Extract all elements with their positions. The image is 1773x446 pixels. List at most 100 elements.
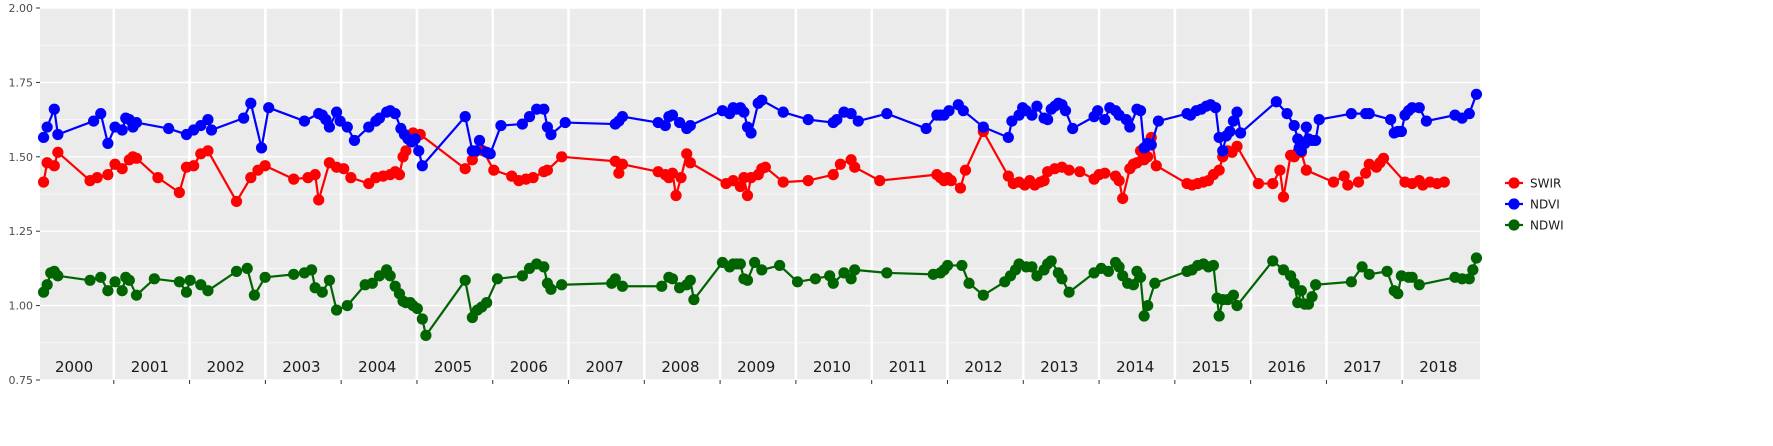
y-tick-label: 0.75 (9, 374, 34, 387)
data-point-ndvi (738, 106, 750, 118)
data-point-ndvi (255, 142, 268, 154)
data-point-ndvi (348, 134, 361, 147)
data-point-ndvi (245, 97, 257, 109)
data-point-ndwi (491, 273, 503, 285)
data-point-ndwi (1306, 291, 1318, 303)
data-point-swir (1277, 191, 1290, 203)
data-point-swir (1213, 164, 1225, 176)
data-point-ndwi (416, 313, 428, 325)
data-point-ndvi (1288, 119, 1300, 132)
data-point-ndwi (323, 274, 336, 286)
data-point-ndwi (95, 271, 107, 283)
data-point-ndvi (659, 119, 671, 132)
data-point-swir (102, 169, 114, 181)
year-label: 2011 (889, 358, 927, 376)
data-point-swir (1300, 164, 1312, 176)
data-point-ndwi (656, 280, 668, 292)
data-point-ndvi (1026, 109, 1038, 121)
data-point-ndvi (102, 137, 114, 150)
data-point-swir (1267, 177, 1279, 190)
data-point-swir (1117, 192, 1129, 205)
data-point-swir (541, 164, 553, 176)
data-point-ndvi (323, 121, 336, 133)
data-point-swir (338, 163, 350, 175)
data-point-ndwi (516, 270, 528, 282)
data-point-ndvi (41, 121, 53, 133)
data-point-ndvi (845, 108, 857, 120)
data-point-ndvi (1413, 102, 1425, 114)
data-point-swir (1074, 166, 1086, 178)
data-point-ndvi (130, 116, 143, 129)
data-point-ndwi (1470, 252, 1483, 264)
data-point-swir (527, 172, 539, 184)
data-point-ndvi (1300, 121, 1312, 133)
data-point-swir (37, 176, 50, 188)
data-point-ndvi (416, 160, 428, 172)
data-point-swir (1360, 167, 1372, 179)
data-point-ndvi (1227, 115, 1240, 127)
data-point-ndwi (941, 259, 954, 272)
data-point-ndwi (1063, 286, 1075, 298)
data-point-ndvi (777, 106, 789, 118)
data-point-swir (1150, 160, 1162, 172)
data-point-ndwi (202, 285, 214, 297)
data-point-swir (173, 186, 185, 199)
year-label: 2018 (1419, 358, 1457, 376)
data-point-ndwi (684, 274, 696, 286)
data-point-swir (741, 189, 754, 202)
data-point-ndwi (977, 289, 989, 301)
data-point-swir (309, 169, 321, 181)
data-point-ndwi (1149, 277, 1161, 289)
data-point-swir (1038, 175, 1050, 187)
data-point-ndwi (1134, 271, 1147, 283)
data-point-ndwi (459, 274, 471, 286)
data-point-ndwi (109, 276, 121, 288)
data-point-ndvi (1420, 115, 1433, 127)
legend-label: NDVI (1530, 198, 1560, 212)
data-point-ndvi (920, 122, 932, 135)
legend-key-point (1508, 177, 1520, 189)
legend-label: SWIR (1530, 177, 1561, 191)
data-point-ndvi (48, 103, 60, 115)
year-label: 2012 (964, 358, 1002, 376)
year-label: 2013 (1040, 358, 1078, 376)
data-point-swir (1099, 167, 1111, 179)
data-point-ndvi (1270, 96, 1282, 108)
data-point-swir (130, 152, 143, 164)
data-point-ndvi (409, 133, 421, 145)
data-point-ndwi (809, 273, 821, 285)
data-point-ndwi (1345, 276, 1357, 288)
data-point-ndwi (734, 258, 746, 270)
data-point-ndwi (1392, 288, 1404, 300)
data-point-ndwi (774, 259, 786, 272)
data-point-ndvi (1470, 88, 1483, 100)
data-point-ndwi (1356, 261, 1368, 273)
data-point-ndvi (1217, 145, 1229, 157)
data-point-swir (1231, 140, 1243, 152)
data-point-ndvi (263, 102, 275, 114)
data-point-ndvi (1234, 127, 1247, 139)
data-point-ndvi (205, 124, 218, 136)
data-point-swir (48, 160, 60, 172)
data-point-swir (684, 157, 696, 169)
y-tick-label: 1.00 (9, 300, 34, 313)
data-point-ndvi (1067, 122, 1079, 135)
data-point-ndwi (881, 267, 893, 279)
data-point-ndwi (288, 268, 300, 280)
data-point-ndwi (481, 297, 493, 309)
data-point-ndwi (616, 280, 629, 292)
data-point-ndwi (248, 289, 260, 301)
data-point-ndwi (123, 274, 135, 286)
data-point-ndwi (827, 277, 839, 289)
data-point-ndvi (470, 145, 482, 157)
data-point-ndvi (881, 108, 893, 120)
data-point-swir (945, 175, 957, 187)
data-point-ndvi (559, 116, 571, 129)
data-point-ndwi (180, 286, 193, 298)
data-point-ndvi (756, 94, 768, 106)
data-point-ndvi (1152, 115, 1165, 127)
data-point-ndwi (1267, 255, 1279, 267)
data-point-ndvi (831, 114, 843, 126)
